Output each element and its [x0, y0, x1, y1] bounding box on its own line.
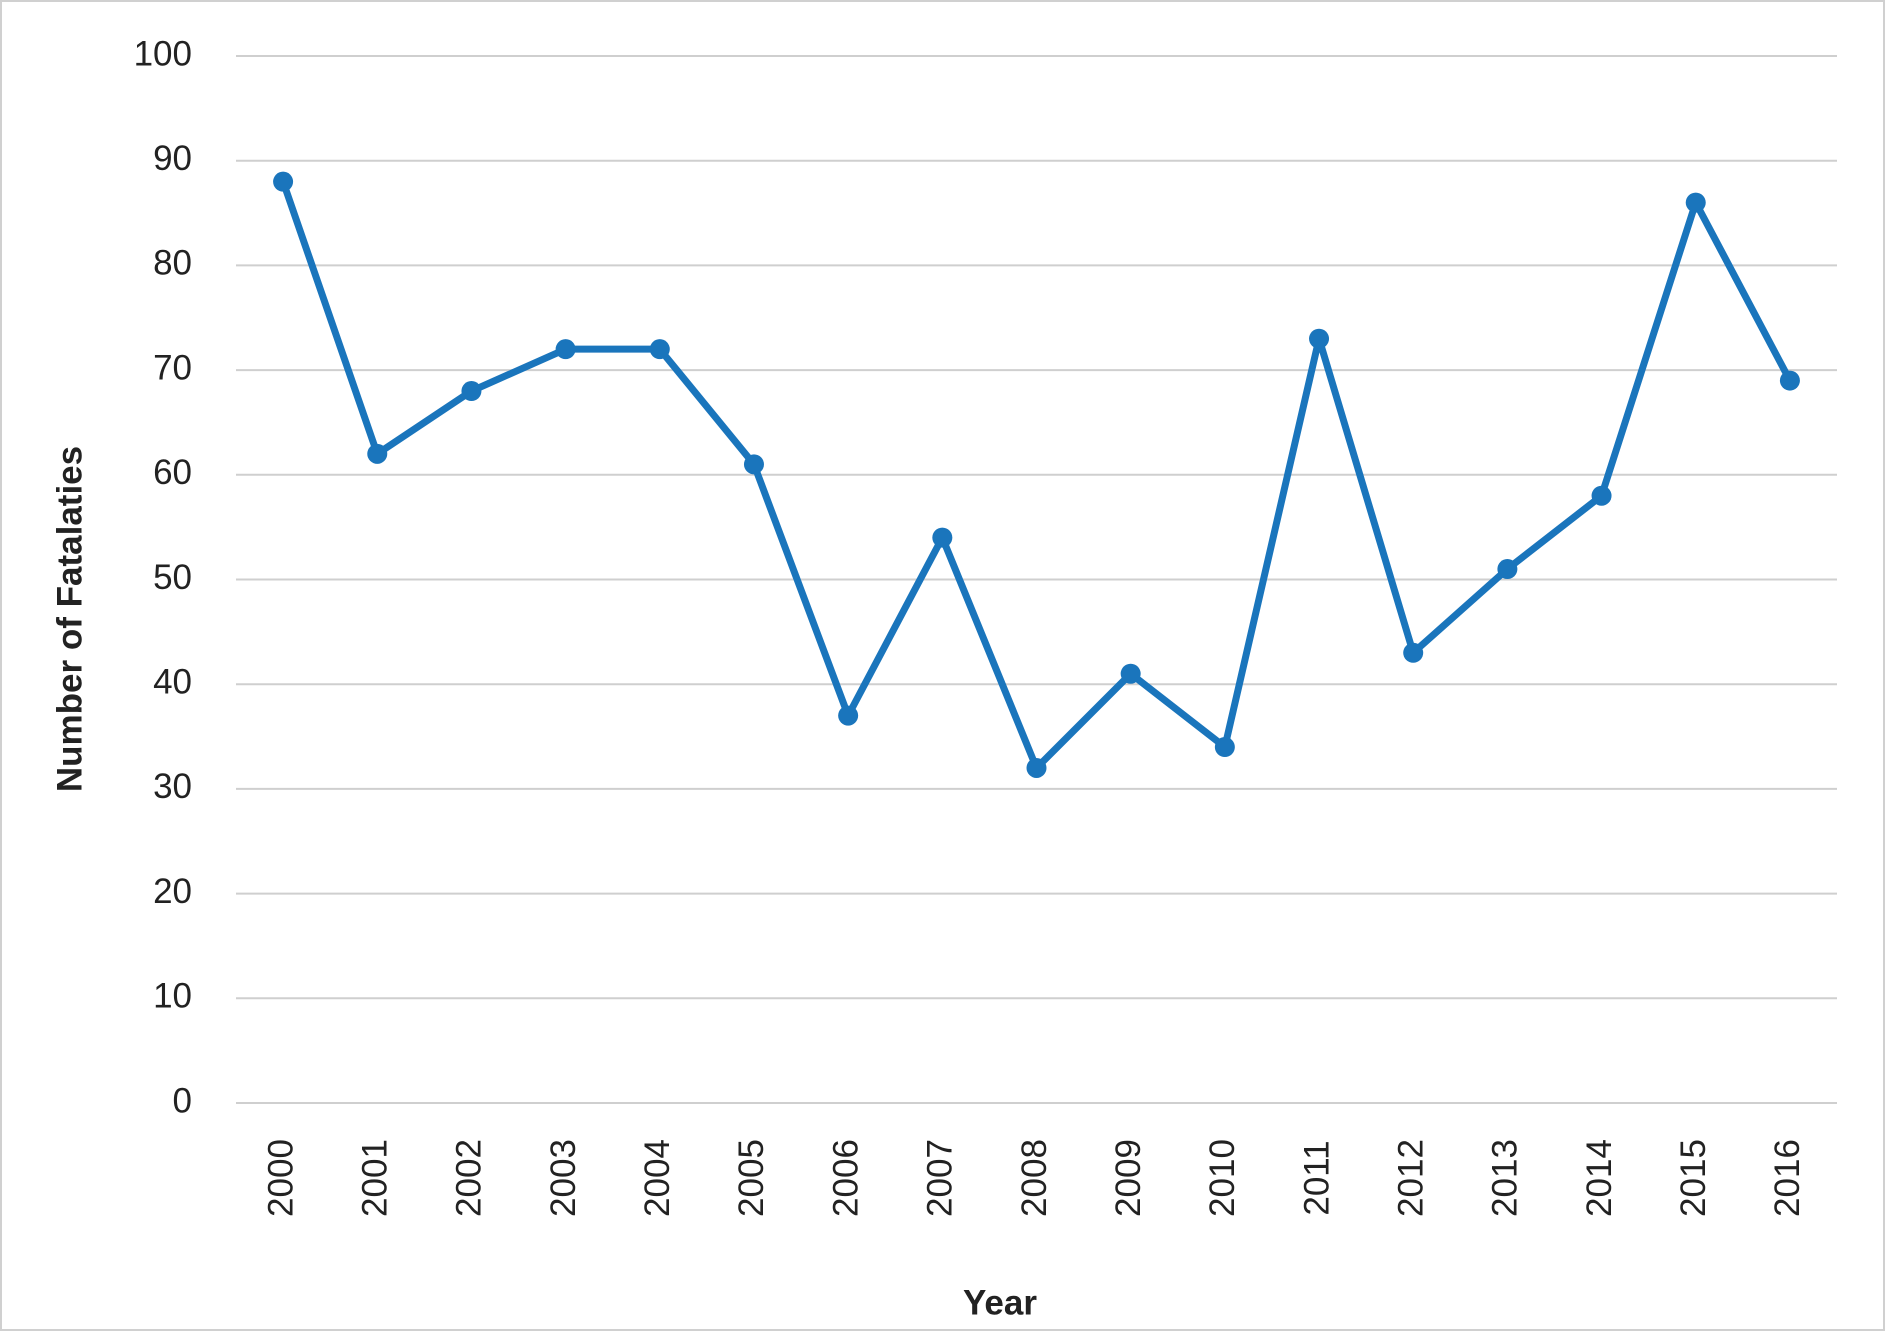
x-tick-label: 2015	[1674, 1139, 1713, 1217]
y-tick-label: 100	[134, 34, 192, 73]
y-tick-label: 70	[153, 348, 192, 387]
point	[273, 171, 294, 192]
y-tick-label: 10	[153, 977, 192, 1016]
y-tick-label: 90	[153, 139, 192, 178]
y-tick-label: 20	[153, 872, 192, 911]
x-axis-title: Year	[963, 1283, 1037, 1322]
y-tick-label: 80	[153, 244, 192, 283]
x-tick-label: 2008	[1015, 1139, 1054, 1217]
x-tick-label: 2004	[638, 1139, 677, 1217]
x-tick-label: 2014	[1580, 1139, 1619, 1217]
point	[1497, 559, 1518, 580]
x-tick-label: 2009	[1109, 1139, 1148, 1217]
x-tick-label: 2007	[921, 1139, 960, 1217]
x-tick-label: 2010	[1203, 1139, 1242, 1217]
point	[1779, 370, 1800, 391]
y-tick-label: 40	[153, 662, 192, 701]
x-tick-label: 2005	[732, 1139, 771, 1217]
y-tick-label: 0	[173, 1081, 192, 1120]
point	[1120, 663, 1141, 684]
x-tick-label: 2012	[1391, 1139, 1430, 1217]
point	[1026, 757, 1047, 778]
y-tick-label: 30	[153, 767, 192, 806]
point	[838, 705, 859, 726]
point	[555, 339, 576, 360]
x-tick-label: 2002	[450, 1139, 489, 1217]
x-tick-label: 2001	[356, 1139, 395, 1217]
point	[1685, 192, 1706, 213]
y-tick-label: 50	[153, 558, 192, 597]
point	[461, 381, 482, 402]
x-tick-label: 2003	[544, 1139, 583, 1217]
point	[367, 443, 388, 464]
x-tick-label: 2016	[1768, 1139, 1807, 1217]
x-tick-label: 2013	[1486, 1139, 1525, 1217]
point	[932, 527, 953, 548]
y-tick-label: 60	[153, 453, 192, 492]
x-tick-label: 2006	[826, 1139, 865, 1217]
x-tick-label: 2000	[261, 1139, 300, 1217]
point	[1591, 485, 1612, 506]
y-axis-title: Number of Fatalaties	[50, 446, 89, 792]
point	[1309, 328, 1330, 349]
point	[1403, 642, 1424, 663]
point	[743, 454, 764, 475]
x-tick-label: 2011	[1297, 1140, 1336, 1215]
point	[649, 339, 670, 360]
point	[1214, 737, 1235, 758]
